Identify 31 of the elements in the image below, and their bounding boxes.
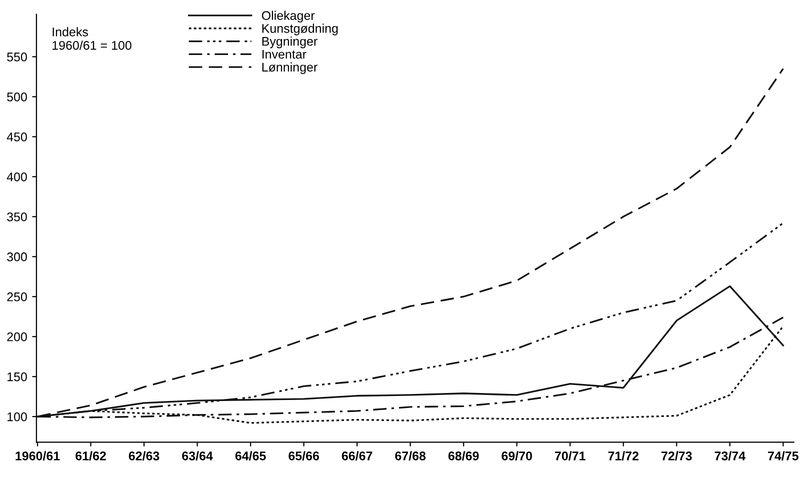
y-tick-label: 100 <box>8 412 27 422</box>
annotation: Indeks 1960/61 = 100 <box>52 27 132 50</box>
x-tick-label: 61/62 <box>76 451 106 460</box>
x-tick-label: 73/74 <box>714 451 746 460</box>
x-tick-label: 62/63 <box>128 451 160 460</box>
y-tick-label: 450 <box>6 132 27 142</box>
y-tick-label: 150 <box>8 372 27 382</box>
y-tick-label: 550 <box>7 52 27 62</box>
legend-label: Lønninger <box>262 62 318 74</box>
legend-label: Bygninger <box>262 36 318 48</box>
legend-label: Inventar <box>262 50 306 59</box>
x-tick-label: 66/67 <box>342 451 372 460</box>
y-tick-label: 400 <box>6 172 27 182</box>
x-tick-label: 72/73 <box>662 451 692 460</box>
y-tick-label: 200 <box>7 332 27 342</box>
y-tick-label: 250 <box>7 292 27 302</box>
y-tick-label: 350 <box>7 212 27 222</box>
y-tick-label: 500 <box>7 92 27 102</box>
y-tick-label: 300 <box>7 252 27 262</box>
x-tick-label: 69/70 <box>502 451 532 460</box>
x-tick-label: 70/71 <box>555 451 586 460</box>
legend-label: Oliekager <box>262 10 315 22</box>
x-tick-label: 71/72 <box>608 451 639 460</box>
x-tick-label: 63/64 <box>182 451 213 460</box>
x-tick-label: 67/68 <box>395 451 426 460</box>
x-tick-label: 65/66 <box>288 451 320 460</box>
x-tick-label: 68/69 <box>448 451 479 460</box>
legend-label: Kunstgødning <box>262 24 338 36</box>
x-tick-label: 74/75 <box>768 451 798 460</box>
x-tick-label: 64/65 <box>235 451 266 460</box>
x-tick-label: 1960/61 <box>16 451 60 460</box>
